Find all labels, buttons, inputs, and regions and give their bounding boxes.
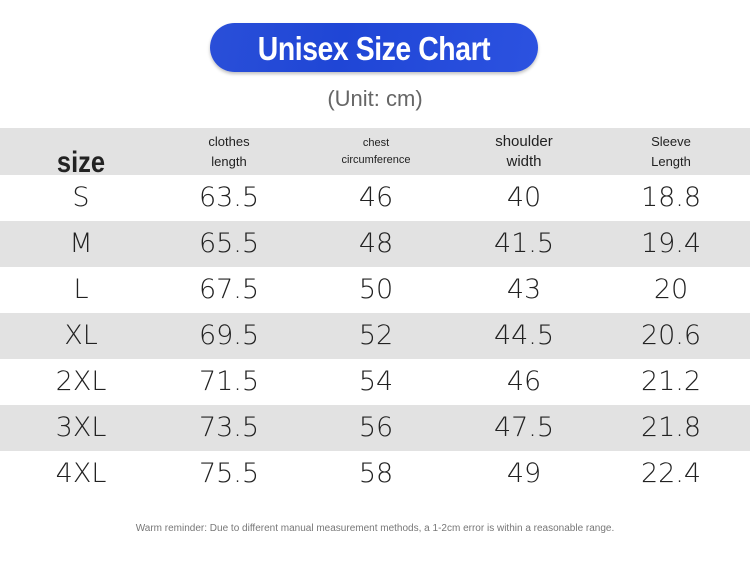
table-cell: L — [73, 274, 89, 305]
table-cell: 50 — [358, 274, 394, 305]
table-cell: 49 — [506, 458, 542, 489]
row-band — [0, 405, 750, 451]
row-band — [0, 221, 750, 267]
column-header: size — [11, 128, 151, 179]
column-header: Sleeve Length — [601, 128, 741, 175]
table-cell: XL — [64, 320, 98, 351]
table-cell: 63.5 — [198, 182, 260, 213]
table-cell: 20 — [653, 274, 689, 305]
table-cell: 19.4 — [640, 228, 702, 259]
table-cell: 44.5 — [493, 320, 555, 351]
table-cell: 46 — [506, 366, 542, 397]
header-text: Sleeve — [651, 133, 691, 149]
table-cell: 41.5 — [493, 228, 555, 259]
table-cell: 43 — [506, 274, 542, 305]
table-cell: 20.6 — [640, 320, 702, 351]
table-cell: 48 — [358, 228, 394, 259]
table-cell: 47.5 — [493, 412, 555, 443]
table-cell: 21.8 — [640, 412, 702, 443]
header-text: length — [211, 153, 247, 169]
table-cell: 22.4 — [640, 458, 702, 489]
column-header: clothes length — [159, 128, 299, 175]
table-cell: 2XL — [55, 366, 107, 397]
table-cell: 40 — [506, 182, 542, 213]
footer-note: Warm reminder: Due to different manual m… — [135, 523, 615, 534]
header-text: width — [506, 152, 542, 170]
table-cell: 18.8 — [640, 182, 702, 213]
table-cell: M — [69, 228, 93, 259]
table-cell: 54 — [358, 366, 394, 397]
header-text: Length — [651, 153, 691, 169]
table-cell: 46 — [358, 182, 394, 213]
column-header: chest circumference — [306, 128, 446, 175]
table-cell: 58 — [358, 458, 394, 489]
table-cell: 75.5 — [198, 458, 260, 489]
table-cell: S — [72, 182, 90, 213]
header-band — [0, 128, 750, 175]
table-cell: 67.5 — [198, 274, 260, 305]
table-cell: 69.5 — [198, 320, 260, 351]
title: Unisex Size Chart — [257, 30, 491, 67]
table-cell: 65.5 — [198, 228, 260, 259]
header-text: clothes — [208, 133, 250, 149]
table-cell: 21.2 — [640, 366, 702, 397]
header-text: shoulder — [495, 132, 553, 150]
row-band — [0, 313, 750, 359]
table-cell: 71.5 — [198, 366, 260, 397]
unit-label: (Unit: cm) — [327, 86, 423, 111]
header-text: chest — [362, 136, 390, 149]
header-text: circumference — [341, 153, 411, 166]
table-cell: 52 — [358, 320, 394, 351]
table-cell: 4XL — [55, 458, 107, 489]
table-cell: 3XL — [55, 412, 107, 443]
column-header: shoulder width — [454, 128, 594, 175]
header-text: size — [56, 145, 106, 179]
table-cell: 73.5 — [198, 412, 260, 443]
table-cell: 56 — [358, 412, 394, 443]
title-pill — [210, 23, 538, 72]
